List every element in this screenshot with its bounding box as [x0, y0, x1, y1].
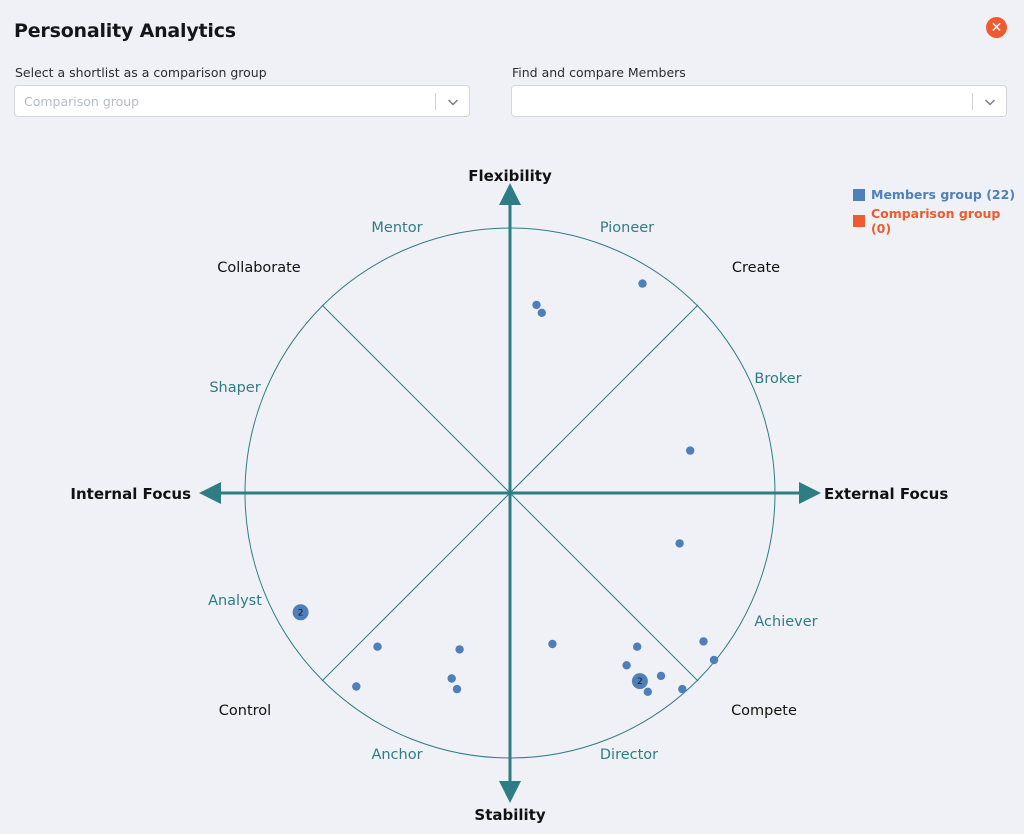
corner-label-control: Control [219, 703, 271, 719]
data-point[interactable] [633, 642, 642, 651]
data-point-cluster[interactable] [292, 604, 309, 621]
data-point[interactable] [352, 682, 361, 691]
axis-label-top: Flexibility [468, 167, 552, 185]
sector-label-director: Director [600, 747, 658, 763]
data-point[interactable] [452, 684, 462, 694]
corner-label-compete: Compete [731, 703, 797, 719]
page-title: Personality Analytics [14, 20, 236, 42]
find-members-label: Find and compare Members [512, 65, 686, 80]
data-point[interactable] [455, 645, 464, 654]
data-point[interactable] [537, 308, 546, 317]
data-point-cluster[interactable] [631, 673, 648, 690]
legend-label-comparison: Comparison group (0) [870, 205, 1001, 236]
data-point-count-label: 2 [637, 677, 643, 687]
sector-label-broker: Broker [754, 371, 801, 387]
select-separator [972, 93, 973, 110]
data-point[interactable] [699, 637, 708, 646]
corner-label-collaborate: Collaborate [217, 260, 301, 276]
data-point[interactable] [532, 300, 541, 310]
data-point[interactable] [675, 539, 684, 548]
data-point[interactable] [638, 279, 647, 288]
comparison-group-placeholder: Comparison group [24, 94, 140, 109]
data-point[interactable] [373, 642, 382, 651]
sector-label-anchor: Anchor [371, 747, 422, 763]
chart-legend: Members group (22) Comparison group (0) [853, 186, 1024, 238]
comparison-group-label: Select a shortlist as a comparison group [15, 65, 267, 80]
close-icon: ✕ [990, 19, 1003, 36]
data-point[interactable] [678, 684, 687, 694]
chevron-down-icon[interactable] [445, 94, 461, 110]
sector-label-pioneer: Pioneer [600, 220, 654, 236]
arrow-down-icon [499, 781, 521, 803]
axis-label-right: External Focus [824, 485, 948, 503]
arrow-left-icon [199, 482, 221, 504]
data-points: 22 [292, 279, 719, 696]
arrow-right-icon [799, 482, 821, 504]
close-button[interactable]: ✕ [986, 17, 1007, 38]
data-point-count-label: 2 [298, 608, 304, 618]
data-point[interactable] [643, 687, 652, 696]
chevron-down-icon[interactable] [982, 94, 998, 110]
legend-item-comparison[interactable]: Comparison group (0) [853, 206, 1024, 236]
data-point[interactable] [548, 639, 557, 649]
legend-item-members[interactable]: Members group (22) [853, 186, 1024, 203]
find-members-select[interactable] [511, 85, 1007, 117]
data-point[interactable] [622, 661, 631, 670]
axis-label-bottom: Stability [474, 806, 545, 824]
legend-label-members: Members group (22) [871, 187, 1016, 202]
data-point[interactable] [447, 674, 456, 683]
select-separator [435, 93, 436, 110]
legend-swatch-members [853, 188, 865, 201]
sector-label-shaper: Shaper [209, 380, 260, 396]
data-point[interactable] [709, 655, 719, 665]
corner-label-create: Create [732, 260, 780, 276]
sector-label-mentor: Mentor [371, 220, 422, 236]
sector-label-achiever: Achiever [754, 614, 817, 630]
sector-label-analyst: Analyst [208, 593, 262, 609]
arrow-up-icon [499, 183, 521, 205]
data-point[interactable] [656, 671, 666, 681]
legend-swatch-comparison [853, 214, 865, 227]
chart-structure [199, 183, 821, 803]
axis-label-left: Internal Focus [70, 485, 191, 503]
data-point[interactable] [686, 446, 695, 455]
comparison-group-select[interactable]: Comparison group [14, 85, 470, 117]
